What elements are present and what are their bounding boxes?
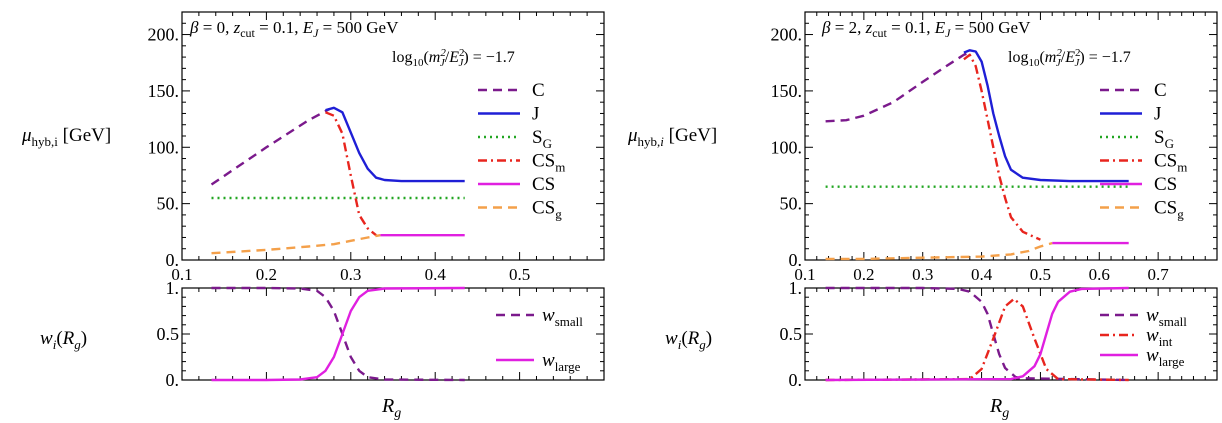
series-cs-g-line [211,234,381,255]
y-tick-label: 0. [789,370,803,390]
legend-label: CSg [1154,198,1184,222]
y-tick-label: 200. [771,25,803,45]
right-top-title: β = 2, zcut = 0.1, EJ = 500 GeV [821,18,1031,40]
left-bottom-ylabel: wi(Rg) [40,328,87,352]
legend-label: wlarge [542,350,581,374]
series-cs-m-line [325,111,377,237]
series-j-line [963,49,1129,183]
x-tick-label: 0.3 [340,265,361,284]
right-top-annotation: log10(m2 J/E2 J) = −1.7 [1008,47,1131,69]
y-tick-label: 150. [148,81,180,101]
legend-label: SG [532,127,552,151]
x-tick-label: 0.7 [1148,265,1170,284]
left-bottom-frame [181,287,605,381]
x-tick-label: 0.5 [509,265,530,284]
y-tick-label: 1. [166,278,180,298]
legend-label: C [1154,80,1167,101]
series-c-line [825,51,971,123]
y-tick-label: 1. [789,278,803,298]
legend-label: CSg [532,198,562,222]
right-top-ylabel: μhyb,i [GeV] [627,125,717,149]
series-w-large-line [211,286,465,382]
y-tick-label: 200. [148,25,180,45]
x-tick-label: 0.1 [794,265,815,284]
right-bottom-curves [825,286,1129,382]
right-top-axes: 0.1 0.2 0.3 0.4 0.5 0.6 0.7 0. 50. 100. 150. 200. [771,11,1218,284]
left-top-curves [210,106,465,255]
y-tick-label: 50. [780,194,803,214]
right-panel: 0.1 0.2 0.3 0.4 0.5 0.6 0.70.50.100.150.200. β… [627,11,1218,421]
series-cs-g-line [825,241,1053,261]
left-bottom-legend: wsmall wlarge [496,305,583,374]
y-tick-label: 150. [771,81,803,101]
x-tick-label: 0.1 [171,265,192,284]
legend-label: CS [532,174,555,195]
x-tick-label: 0.6 [1089,265,1110,284]
series-w-int-line [825,297,1129,382]
x-tick-label: 0.3 [912,265,933,284]
series-c-line [210,107,331,186]
x-tick-label: 0.4 [971,265,993,284]
left-bottom-axes: 0. 0.5 1. [157,278,605,390]
legend-label: wsmall [1146,305,1187,329]
legend-label: J [1154,104,1161,125]
legend-label: wlarge [1146,345,1185,369]
y-tick-label: 0. [166,250,180,270]
series-cs-m-line [963,53,1041,241]
left-top-axes: 0.1 0.2 0.3 0.4 0.5 0. 50. 100. 150. 200. [148,11,605,284]
x-tick-label: 0.2 [853,265,874,284]
x-tick-label: 0.5 [1030,265,1051,284]
legend-label: CS [1154,174,1177,195]
x-tick-label: 0.4 [425,265,447,284]
right-top-curves [825,49,1129,261]
legend-label: J [532,104,539,125]
legend-label: SG [1154,127,1174,151]
x-tick-label: 0.2 [256,265,277,284]
left-top-title: β = 0, zcut = 0.1, EJ = 500 GeV [189,18,399,40]
legend-label: wsmall [542,305,583,329]
series-j-line [325,106,465,183]
left-top-ylabel: μhyb,i [GeV] [21,125,111,149]
right-bottom-xlabel: Rg [989,395,1009,421]
y-tick-label: 0. [166,370,180,390]
legend-label: CSm [532,151,565,175]
legend-label: CSm [1154,151,1187,175]
right-bottom-ylabel: wi(Rg) [665,328,712,352]
left-bottom-curves [211,286,465,382]
y-tick-label: 100. [148,137,180,157]
y-tick-label: 0.5 [157,324,180,344]
left-panel: 0.1 0.2 0.3 0.4 0.50.50.100.150.200. β = 0, … [21,11,605,421]
series-w-small-line [211,286,465,382]
legend-label: C [532,80,545,101]
y-tick-label: 0. [789,250,803,270]
right-bottom-axes: 0. 0.5 1. [780,278,1218,390]
left-top-annotation: log10(m2 J/E2 J) = −1.7 [392,47,515,69]
series-w-small-line [825,286,1129,382]
series-w-large-line [825,286,1129,382]
y-tick-label: 100. [771,137,803,157]
left-bottom-xlabel: Rg [381,395,401,421]
y-tick-label: 0.5 [780,324,803,344]
legend-label: wint [1146,325,1173,349]
y-tick-label: 50. [157,194,180,214]
